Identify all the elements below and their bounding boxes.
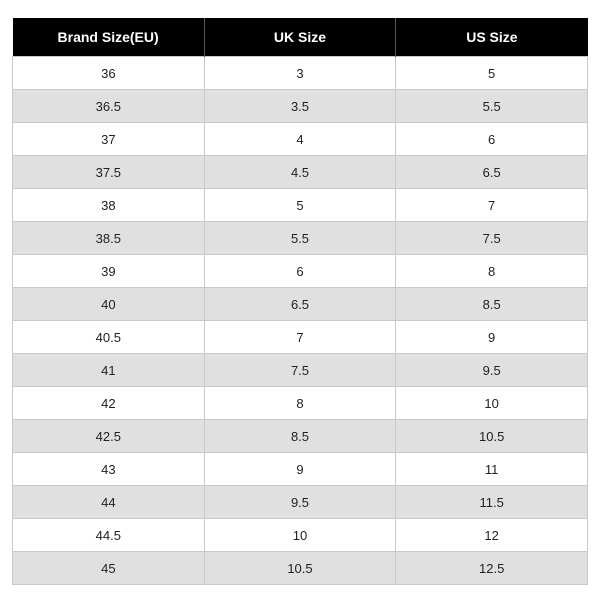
- cell-uk: 4.5: [204, 156, 396, 189]
- cell-uk: 3.5: [204, 90, 396, 123]
- cell-us: 10: [396, 387, 588, 420]
- cell-eu: 39: [13, 255, 205, 288]
- table-row: 417.59.5: [13, 354, 588, 387]
- cell-uk: 10: [204, 519, 396, 552]
- cell-us: 5: [396, 57, 588, 90]
- table-row: 3635: [13, 57, 588, 90]
- cell-uk: 3: [204, 57, 396, 90]
- table-row: 42.58.510.5: [13, 420, 588, 453]
- col-header-eu: Brand Size(EU): [13, 18, 205, 57]
- cell-uk: 8: [204, 387, 396, 420]
- table-row: 43911: [13, 453, 588, 486]
- cell-us: 11.5: [396, 486, 588, 519]
- table-row: 406.58.5: [13, 288, 588, 321]
- cell-us: 8: [396, 255, 588, 288]
- cell-eu: 36: [13, 57, 205, 90]
- cell-uk: 6.5: [204, 288, 396, 321]
- cell-uk: 7: [204, 321, 396, 354]
- cell-eu: 40: [13, 288, 205, 321]
- cell-uk: 5: [204, 189, 396, 222]
- table-row: 44.51012: [13, 519, 588, 552]
- cell-us: 6.5: [396, 156, 588, 189]
- table-row: 3857: [13, 189, 588, 222]
- cell-us: 11: [396, 453, 588, 486]
- table-row: 38.55.57.5: [13, 222, 588, 255]
- size-chart-container: Brand Size(EU) UK Size US Size 3635 36.5…: [0, 0, 600, 597]
- cell-us: 7.5: [396, 222, 588, 255]
- cell-us: 12: [396, 519, 588, 552]
- cell-us: 5.5: [396, 90, 588, 123]
- table-header-row: Brand Size(EU) UK Size US Size: [13, 18, 588, 57]
- cell-uk: 8.5: [204, 420, 396, 453]
- table-row: 40.579: [13, 321, 588, 354]
- cell-eu: 43: [13, 453, 205, 486]
- cell-eu: 42: [13, 387, 205, 420]
- col-header-us: US Size: [396, 18, 588, 57]
- table-row: 3746: [13, 123, 588, 156]
- cell-eu: 36.5: [13, 90, 205, 123]
- cell-uk: 9: [204, 453, 396, 486]
- cell-uk: 7.5: [204, 354, 396, 387]
- cell-eu: 44: [13, 486, 205, 519]
- cell-us: 9.5: [396, 354, 588, 387]
- cell-us: 8.5: [396, 288, 588, 321]
- cell-us: 6: [396, 123, 588, 156]
- cell-us: 9: [396, 321, 588, 354]
- table-row: 4510.512.5: [13, 552, 588, 585]
- col-header-uk: UK Size: [204, 18, 396, 57]
- cell-eu: 44.5: [13, 519, 205, 552]
- table-body: 3635 36.53.55.5 3746 37.54.56.5 3857 38.…: [13, 57, 588, 585]
- table-row: 42810: [13, 387, 588, 420]
- table-row: 37.54.56.5: [13, 156, 588, 189]
- cell-uk: 4: [204, 123, 396, 156]
- cell-uk: 9.5: [204, 486, 396, 519]
- cell-us: 12.5: [396, 552, 588, 585]
- cell-eu: 40.5: [13, 321, 205, 354]
- cell-uk: 5.5: [204, 222, 396, 255]
- cell-uk: 10.5: [204, 552, 396, 585]
- cell-eu: 45: [13, 552, 205, 585]
- cell-eu: 38: [13, 189, 205, 222]
- cell-eu: 38.5: [13, 222, 205, 255]
- table-row: 449.511.5: [13, 486, 588, 519]
- cell-eu: 37.5: [13, 156, 205, 189]
- cell-us: 10.5: [396, 420, 588, 453]
- cell-us: 7: [396, 189, 588, 222]
- cell-uk: 6: [204, 255, 396, 288]
- cell-eu: 42.5: [13, 420, 205, 453]
- table-row: 36.53.55.5: [13, 90, 588, 123]
- cell-eu: 37: [13, 123, 205, 156]
- size-chart-table: Brand Size(EU) UK Size US Size 3635 36.5…: [12, 18, 588, 585]
- table-row: 3968: [13, 255, 588, 288]
- cell-eu: 41: [13, 354, 205, 387]
